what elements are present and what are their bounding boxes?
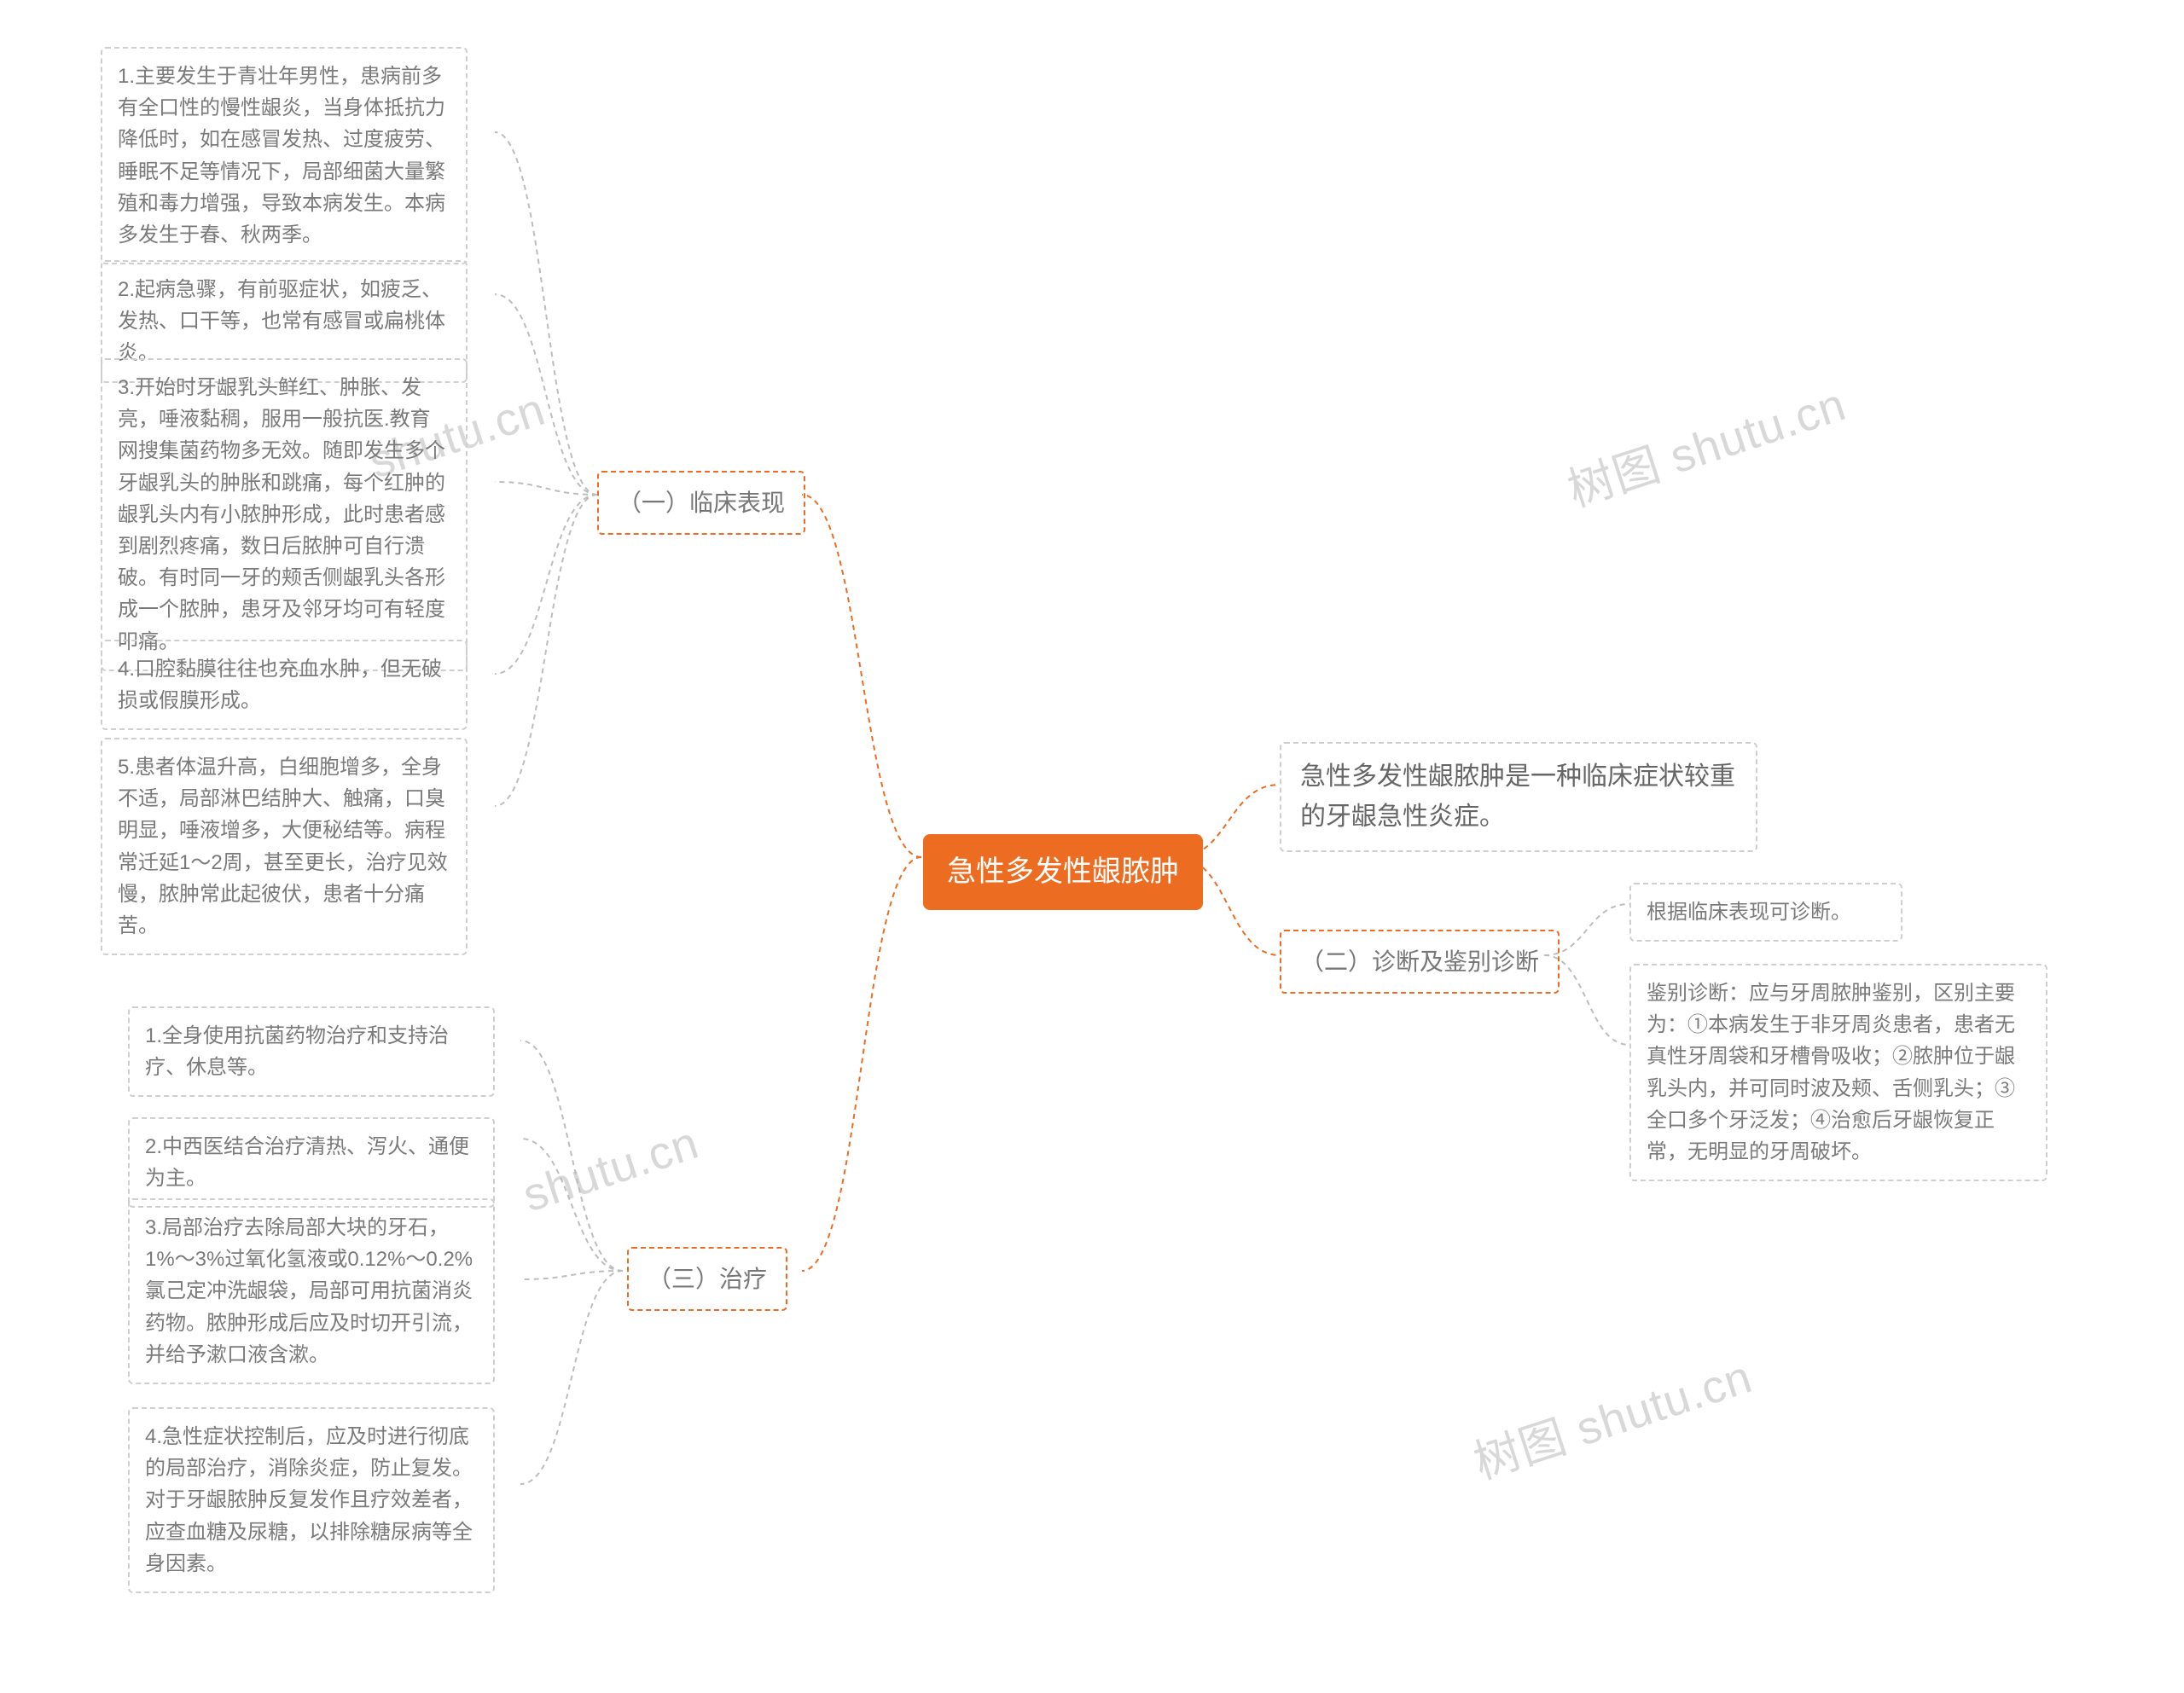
leaf-treatment-3: 3.局部治疗去除局部大块的牙石，1%～3%过氧化氢液或0.12%～0.2%氯己定…	[128, 1198, 495, 1384]
leaf-treatment-2: 2.中西医结合治疗清热、泻火、通便为主。	[128, 1117, 495, 1208]
watermark: 树图 shutu.cn	[1558, 367, 1853, 520]
branch-diagnosis-label: （二）诊断及鉴别诊断	[1300, 948, 1539, 975]
summary-box: 急性多发性龈脓肿是一种临床症状较重的牙龈急性炎症。	[1280, 742, 1757, 852]
leaf-diagnosis-2: 鉴别诊断：应与牙周脓肿鉴别，区别主要为：①本病发生于非牙周炎患者，患者无真性牙周…	[1629, 964, 2048, 1181]
branch-treatment[interactable]: （三）治疗	[627, 1247, 787, 1311]
leaf-text: 3.局部治疗去除局部大块的牙石，1%～3%过氧化氢液或0.12%～0.2%氯己定…	[145, 1216, 473, 1366]
watermark: shutu.cn	[517, 1116, 706, 1223]
leaf-text: 1.全身使用抗菌药物治疗和支持治疗、休息等。	[145, 1024, 449, 1079]
leaf-clinical-1: 1.主要发生于青壮年男性，患病前多有全口性的慢性龈炎，当身体抵抗力降低时，如在感…	[101, 47, 468, 264]
leaf-text: 2.中西医结合治疗清热、泻火、通便为主。	[145, 1135, 469, 1190]
root-label: 急性多发性龈脓肿	[947, 855, 1179, 888]
branch-diagnosis[interactable]: （二）诊断及鉴别诊断	[1280, 930, 1560, 994]
branch-clinical[interactable]: （一）临床表现	[597, 471, 805, 535]
leaf-text: 鉴别诊断：应与牙周脓肿鉴别，区别主要为：①本病发生于非牙周炎患者，患者无真性牙周…	[1647, 982, 2015, 1163]
leaf-clinical-4: 4.口腔黏膜往往也充血水肿，但无破损或假膜形成。	[101, 640, 468, 730]
leaf-text: 4.口腔黏膜往往也充血水肿，但无破损或假膜形成。	[118, 658, 442, 712]
watermark: 树图 shutu.cn	[1464, 1339, 1759, 1493]
root-node[interactable]: 急性多发性龈脓肿	[923, 834, 1203, 910]
leaf-text: 2.起病急骤，有前驱症状，如疲乏、发热、口干等，也常有感冒或扁桃体炎。	[118, 278, 445, 364]
branch-clinical-label: （一）临床表现	[618, 490, 785, 516]
summary-text: 急性多发性龈脓肿是一种临床症状较重的牙龈急性炎症。	[1300, 762, 1735, 831]
leaf-treatment-1: 1.全身使用抗菌药物治疗和支持治疗、休息等。	[128, 1006, 495, 1097]
leaf-text: 5.患者体温升高，白细胞增多，全身不适，局部淋巴结肿大、触痛，口臭明显，唾液增多…	[118, 756, 448, 937]
leaf-text: 根据临床表现可诊断。	[1647, 901, 1851, 924]
leaf-text: 4.急性症状控制后，应及时进行彻底的局部治疗，消除炎症，防止复发。对于牙龈脓肿反…	[145, 1425, 473, 1575]
leaf-text: 3.开始时牙龈乳头鲜红、肿胀、发亮，唾液黏稠，服用一般抗医.教育网搜集菌药物多无…	[118, 376, 445, 653]
leaf-treatment-4: 4.急性症状控制后，应及时进行彻底的局部治疗，消除炎症，防止复发。对于牙龈脓肿反…	[128, 1407, 495, 1593]
leaf-text: 1.主要发生于青壮年男性，患病前多有全口性的慢性龈炎，当身体抵抗力降低时，如在感…	[118, 65, 445, 246]
branch-treatment-label: （三）治疗	[648, 1266, 767, 1292]
leaf-clinical-3: 3.开始时牙龈乳头鲜红、肿胀、发亮，唾液黏稠，服用一般抗医.教育网搜集菌药物多无…	[101, 358, 468, 671]
leaf-clinical-5: 5.患者体温升高，白细胞增多，全身不适，局部淋巴结肿大、触痛，口臭明显，唾液增多…	[101, 738, 468, 955]
leaf-diagnosis-1: 根据临床表现可诊断。	[1629, 883, 1902, 942]
